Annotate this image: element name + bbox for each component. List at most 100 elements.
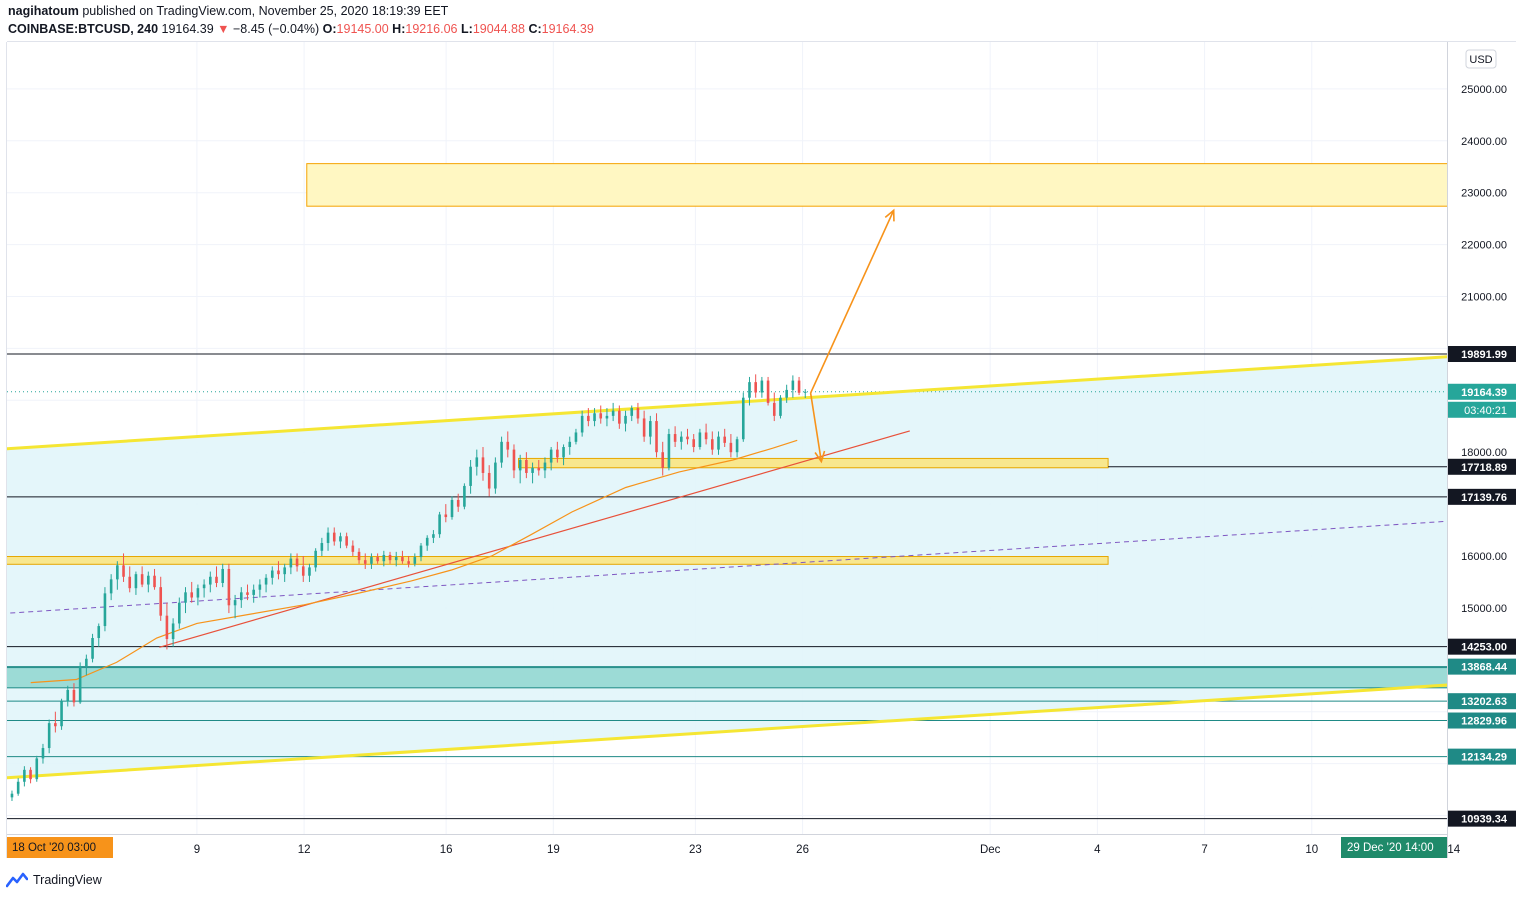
- symbol-name[interactable]: COINBASE:BTCUSD, 240: [8, 22, 159, 36]
- candle-body: [518, 459, 522, 471]
- level-label: 13202.63: [1448, 693, 1516, 710]
- level-label-box: [1448, 383, 1516, 400]
- footer-brand[interactable]: TradingView: [6, 872, 102, 888]
- range-start-box: [7, 837, 113, 858]
- candle: [487, 465, 491, 497]
- candle-body: [611, 410, 615, 416]
- candle-body: [85, 658, 88, 667]
- candle: [78, 662, 82, 704]
- level-label-box: [1448, 488, 1516, 505]
- candle: [35, 755, 39, 782]
- candle: [754, 374, 757, 398]
- candle-body: [209, 576, 212, 585]
- support-zone-middle: [7, 556, 1109, 565]
- trendline-red: [159, 430, 910, 648]
- candle-body: [649, 421, 652, 437]
- arrow-shaft: [809, 210, 895, 394]
- candle-body: [580, 415, 584, 433]
- change-down-icon: ▼: [217, 22, 230, 36]
- candle-body: [339, 536, 342, 542]
- y-tick-label: 16000.00: [1461, 551, 1507, 563]
- candle-body: [791, 380, 795, 390]
- candle: [308, 563, 311, 582]
- candle: [587, 408, 590, 427]
- candle: [407, 556, 410, 568]
- candle: [97, 623, 101, 647]
- candle-body: [351, 545, 355, 552]
- candle: [190, 581, 194, 603]
- candle: [692, 434, 696, 453]
- candle: [413, 553, 417, 567]
- candle: [785, 384, 788, 403]
- candle-body: [456, 499, 460, 507]
- candle-body: [258, 584, 262, 590]
- candle: [283, 563, 286, 582]
- x-tick-label: 19: [547, 844, 560, 856]
- candle: [500, 436, 503, 468]
- change-value: −8.45 (−0.04%): [233, 22, 320, 36]
- x-tick-label: 16: [440, 844, 453, 856]
- level-label-text: 12134.29: [1461, 752, 1507, 764]
- candle: [382, 550, 386, 567]
- candle-body: [91, 638, 94, 659]
- candle-body: [314, 550, 317, 568]
- candle-body: [60, 701, 63, 727]
- candle-body: [593, 413, 596, 422]
- y-tick-label: 24000.00: [1461, 136, 1507, 148]
- published-text: published on TradingView.com, November 2…: [82, 4, 449, 18]
- close-value: 19164.39: [541, 22, 594, 36]
- level-label: 17139.76: [1448, 488, 1516, 505]
- range-start-label: 18 Oct '20 03:00: [7, 837, 113, 858]
- candle-body: [438, 514, 441, 535]
- level-label: 17718.89: [1448, 458, 1516, 475]
- candle: [72, 683, 76, 707]
- currency-label: USD: [1469, 54, 1492, 66]
- publish-info: nagihatoum published on TradingView.com,…: [8, 4, 448, 18]
- candle-body: [444, 514, 448, 518]
- candle-body: [147, 575, 150, 585]
- candle-body: [283, 567, 286, 575]
- candle-body: [760, 380, 764, 393]
- candle-body: [531, 467, 534, 473]
- candle-body: [481, 457, 485, 473]
- candle-body: [394, 557, 398, 561]
- channel-midline: [7, 520, 1447, 614]
- candle: [518, 454, 522, 484]
- candle: [456, 493, 460, 512]
- candle: [295, 553, 299, 572]
- candle: [618, 405, 621, 429]
- candle: [128, 566, 132, 593]
- candle-body: [97, 626, 101, 639]
- candle: [202, 579, 206, 598]
- candle: [537, 459, 541, 476]
- candle: [611, 402, 615, 422]
- candle-body: [618, 410, 621, 424]
- level-label-text: 14253.00: [1461, 642, 1507, 654]
- candle-body: [159, 587, 163, 616]
- candle: [301, 556, 305, 582]
- bar-countdown: 03:40:21: [1448, 401, 1516, 418]
- level-label: 13868.44: [1448, 658, 1516, 675]
- candle: [363, 553, 367, 569]
- candle-body: [264, 577, 268, 585]
- candle: [463, 483, 466, 510]
- candle: [351, 540, 355, 556]
- candle-body: [568, 441, 572, 448]
- candle: [227, 563, 231, 614]
- candle-body: [605, 415, 609, 419]
- y-tick-label: 23000.00: [1461, 188, 1507, 200]
- candle: [258, 579, 262, 598]
- candle: [766, 376, 770, 406]
- candle: [438, 511, 441, 538]
- candle-body: [103, 593, 107, 627]
- candle-body: [692, 439, 696, 448]
- candle: [444, 504, 448, 523]
- author-name[interactable]: nagihatoum: [8, 4, 79, 18]
- candle-body: [35, 758, 39, 780]
- candle-body: [748, 382, 751, 398]
- candle: [134, 571, 138, 595]
- candle-body: [549, 449, 553, 463]
- candle-body: [215, 576, 218, 583]
- candle: [636, 402, 640, 424]
